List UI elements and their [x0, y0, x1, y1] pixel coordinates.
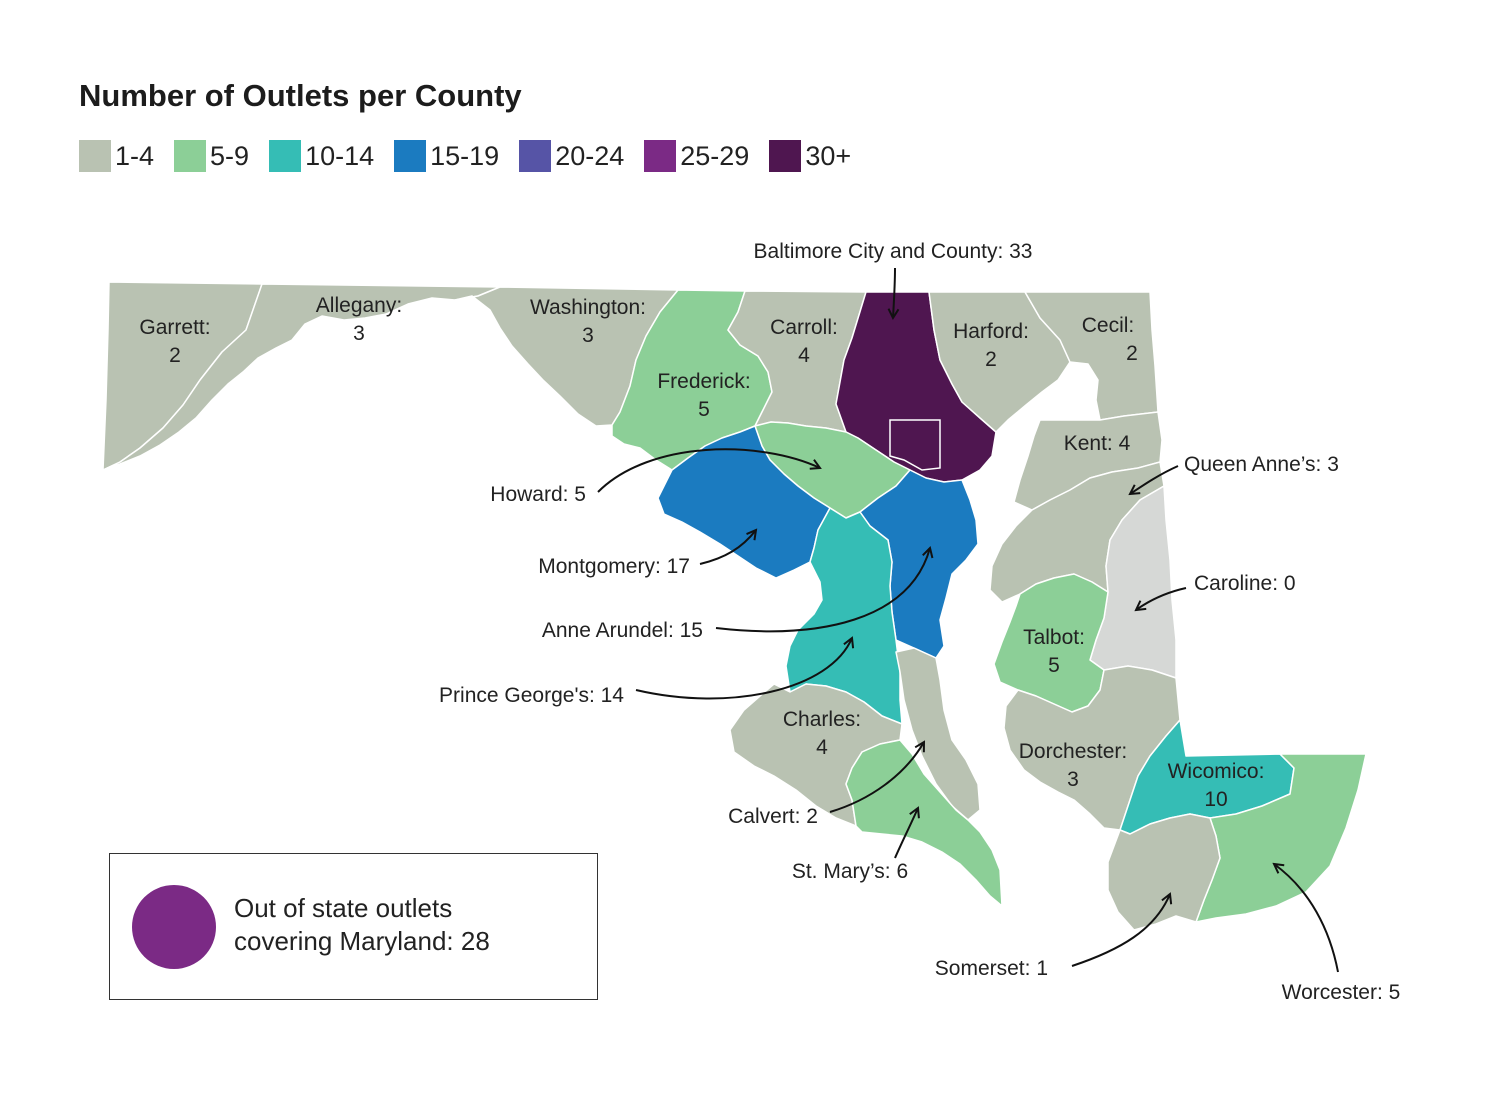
county-st-marys	[845, 739, 1003, 907]
label-wicomico-name: Wicomico:	[1168, 760, 1265, 783]
out-of-state-box: Out of state outlets covering Maryland: …	[109, 853, 598, 1000]
arrow-howard	[597, 448, 820, 493]
label-frederick-name: Frederick:	[657, 370, 750, 393]
arrow-montgomery	[699, 530, 756, 565]
arrow-caroline	[1136, 587, 1187, 610]
legend: 1-4 5-9 10-14 15-19 20-24 25-29 30+	[79, 138, 871, 174]
legend-item-5-9: 5-9	[174, 140, 249, 172]
legend-swatch	[79, 140, 111, 172]
arrow-st-marys	[894, 808, 918, 859]
legend-item-1-4: 1-4	[79, 140, 154, 172]
label-harford-name: Harford:	[953, 320, 1029, 343]
out-of-state-dot	[132, 885, 216, 969]
legend-label: 30+	[805, 140, 852, 171]
out-of-state-text: Out of state outlets covering Maryland: …	[234, 892, 574, 958]
callout-anne-arundel: Anne Arundel: 15	[542, 619, 703, 642]
label-allegany-name: Allegany:	[316, 294, 402, 317]
legend-item-20-24: 20-24	[519, 140, 624, 172]
out-of-state-line2: covering Maryland: 28	[234, 926, 490, 956]
callout-worcester: Worcester: 5	[1282, 981, 1401, 1004]
legend-swatch	[394, 140, 427, 172]
legend-item-25-29: 25-29	[644, 140, 749, 172]
label-allegany-value: 3	[353, 322, 365, 345]
label-harford-value: 2	[985, 348, 997, 371]
label-dorchester-value: 3	[1067, 768, 1079, 791]
label-washington-name: Washington:	[530, 296, 646, 319]
county-allegany	[102, 283, 501, 471]
label-charles-value: 4	[816, 736, 828, 759]
county-calvert	[895, 647, 981, 821]
arrow-somerset	[1071, 894, 1170, 967]
arrow-queen-annes	[1130, 465, 1179, 494]
label-charles-name: Charles:	[783, 708, 861, 731]
legend-swatch	[769, 140, 802, 172]
legend-label: 1-4	[115, 140, 155, 171]
legend-item-10-14: 10-14	[269, 140, 374, 172]
label-talbot-value: 5	[1048, 654, 1060, 677]
label-carroll-name: Carroll:	[770, 316, 838, 339]
callout-howard: Howard: 5	[490, 483, 586, 506]
legend-label: 25-29	[680, 140, 750, 171]
label-cecil-name: Cecil:	[1082, 314, 1135, 337]
arrow-anne-arundel	[715, 548, 930, 633]
label-garrett-value: 2	[169, 344, 181, 367]
label-garrett-name: Garrett:	[139, 316, 210, 339]
legend-item-30-plus: 30+	[769, 140, 851, 172]
arrow-worcester	[1274, 864, 1339, 973]
callout-montgomery: Montgomery: 17	[538, 555, 690, 578]
county-somerset	[1107, 813, 1221, 931]
legend-label: 5-9	[210, 140, 250, 171]
legend-label: 15-19	[430, 140, 500, 171]
callout-st-marys: St. Mary’s: 6	[792, 860, 908, 883]
county-cecil	[1024, 291, 1159, 421]
legend-item-15-19: 15-19	[394, 140, 499, 172]
callout-queen-annes: Queen Anne’s: 3	[1184, 453, 1339, 476]
legend-swatch	[269, 140, 302, 172]
label-washington-value: 3	[582, 324, 594, 347]
legend-swatch	[174, 140, 207, 172]
baltimore-city-outline	[889, 419, 941, 471]
callout-calvert: Calvert: 2	[728, 805, 818, 828]
callout-somerset: Somerset: 1	[935, 957, 1048, 980]
callout-baltimore: Baltimore City and County: 33	[754, 240, 1033, 263]
callout-caroline: Caroline: 0	[1194, 572, 1296, 595]
legend-swatch	[644, 140, 677, 172]
arrow-baltimore	[893, 267, 895, 318]
callout-prince-georges: Prince George's: 14	[439, 684, 624, 707]
label-wicomico-value: 10	[1204, 788, 1227, 811]
out-of-state-line1: Out of state outlets	[234, 893, 453, 923]
map-title: Number of Outlets per County	[79, 78, 522, 113]
legend-label: 20-24	[555, 140, 625, 171]
label-carroll-value: 4	[798, 344, 810, 367]
legend-swatch	[519, 140, 552, 172]
label-talbot-name: Talbot:	[1023, 626, 1085, 649]
label-kent: Kent: 4	[1064, 432, 1131, 455]
label-cecil-value: 2	[1126, 342, 1138, 365]
arrow-calvert	[829, 742, 924, 813]
label-frederick-value: 5	[698, 398, 710, 421]
label-dorchester-name: Dorchester:	[1019, 740, 1128, 763]
legend-label: 10-14	[305, 140, 375, 171]
arrow-prince-georges	[635, 638, 852, 700]
